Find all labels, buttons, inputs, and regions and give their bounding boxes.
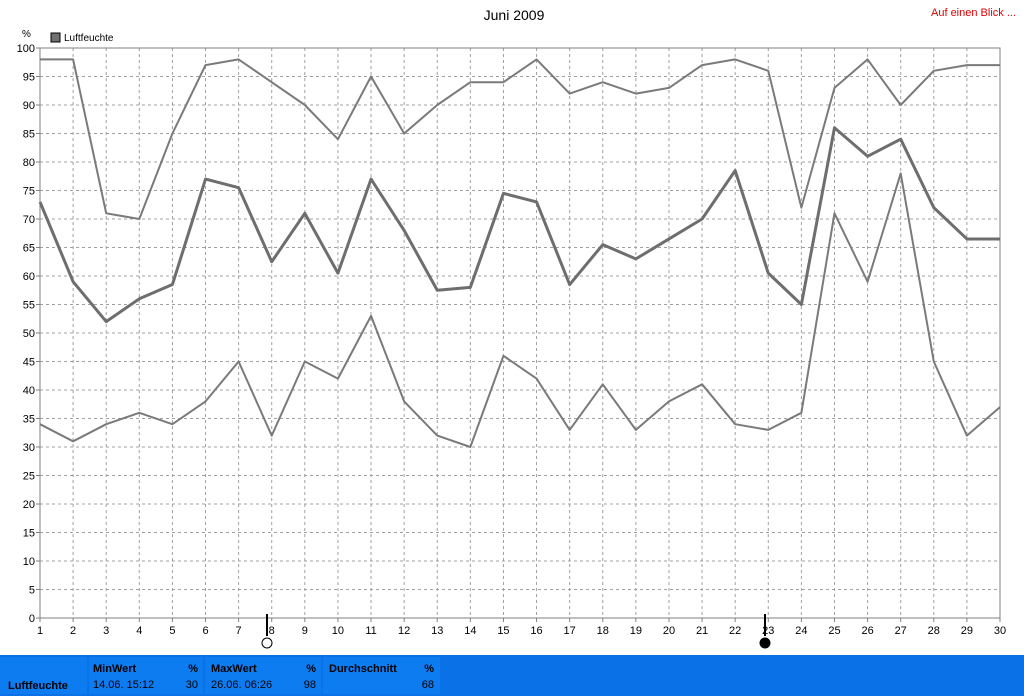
series-line (40, 58, 1000, 220)
chart: Juni 2009 Auf einen Blick ... % Luftfeuc… (17, 7, 1016, 649)
x-tick-label: 2 (70, 625, 76, 637)
min-marker (261, 637, 273, 649)
y-tick-label: 85 (23, 129, 35, 141)
stat-cell: MinWert % 14.06. 15:12 30 (89, 657, 203, 694)
series-line (38, 126, 1000, 324)
x-tick-label: 17 (564, 625, 576, 637)
stat-value: 68 (421, 679, 434, 691)
y-tick-label: 90 (23, 100, 35, 112)
legend-swatch (50, 32, 61, 43)
y-tick-label: 65 (23, 243, 35, 255)
x-tick-label: 30 (994, 625, 1006, 637)
x-tick-label: 8 (269, 625, 275, 637)
x-tick-label: 19 (630, 625, 642, 637)
series-line (39, 172, 1001, 448)
y-tick-label: 5 (29, 585, 35, 597)
y-unit: % (22, 29, 31, 40)
x-tick-label: 21 (696, 625, 708, 637)
x-tick-label: 24 (795, 625, 807, 637)
x-tick-label: 18 (597, 625, 609, 637)
stat-value: 98 (303, 679, 316, 691)
stat-unit: % (306, 663, 316, 675)
x-tick-label: 4 (136, 625, 142, 637)
x-tick-label: 16 (530, 625, 542, 637)
x-tick-label: 14 (464, 625, 476, 637)
y-tick-label: 75 (23, 186, 35, 198)
stat-cell: MaxWert % 26.06. 06:26 98 (205, 657, 321, 694)
x-tick-label: 6 (202, 625, 208, 637)
y-tick-label: 45 (23, 357, 35, 369)
y-tick-label: 15 (23, 528, 35, 540)
x-tick-label: 10 (332, 625, 344, 637)
stat-unit: % (424, 663, 434, 675)
y-tick-label: 55 (23, 300, 35, 312)
x-tick-label: 28 (928, 625, 940, 637)
stat-value: 30 (185, 679, 198, 691)
x-tick-label: 3 (103, 625, 109, 637)
summary-label: Luftfeuchte (8, 680, 68, 692)
x-tick-label: 23 (762, 625, 774, 637)
x-tick-label: 20 (663, 625, 675, 637)
stat-unit: % (188, 663, 198, 675)
link[interactable]: Auf einen Blick ... (931, 7, 1016, 19)
x-tick-label: 29 (961, 625, 973, 637)
chart-title: Juni 2009 (484, 7, 545, 23)
y-tick-label: 35 (23, 414, 35, 426)
stat-time: 14.06. 15:12 (93, 679, 155, 691)
y-tick-label: 20 (23, 499, 35, 511)
x-tick-label: 25 (828, 625, 840, 637)
x-tick-label: 13 (431, 625, 443, 637)
y-tick-label: 10 (23, 556, 35, 568)
y-tick-label: 95 (23, 72, 35, 84)
x-tick-label: 22 (729, 625, 741, 637)
y-tick-label: 0 (29, 613, 35, 625)
stat-title: Durchschnitt (329, 663, 397, 675)
x-tick-label: 27 (895, 625, 907, 637)
summary-bar: Luftfeuchte MinWert % 14.06. 15:12 30 Ma… (0, 655, 1024, 696)
y-tick-label: 100 (17, 43, 35, 55)
x-tick-label: 7 (236, 625, 242, 637)
y-tick-label: 80 (23, 157, 35, 169)
max-marker (759, 637, 771, 649)
x-tick-label: 12 (398, 625, 410, 637)
y-tick-label: 25 (23, 471, 35, 483)
y-tick-label: 30 (23, 442, 35, 454)
y-tick-label: 70 (23, 214, 35, 226)
x-tick-label: 5 (169, 625, 175, 637)
x-tick-label: 9 (302, 625, 308, 637)
stat-title: MinWert (93, 663, 137, 675)
x-tick-label: 26 (861, 625, 873, 637)
y-tick-label: 50 (23, 328, 35, 340)
x-tick-label: 15 (497, 625, 509, 637)
legend-label: Luftfeuchte (64, 33, 114, 44)
y-tick-label: 60 (23, 271, 35, 283)
stat-cell: Durchschnitt % 68 (323, 657, 440, 694)
stat-title: MaxWert (211, 663, 257, 675)
summary-label-cell: Luftfeuchte (0, 657, 87, 694)
y-tick-label: 40 (23, 385, 35, 397)
stat-time: 26.06. 06:26 (211, 679, 273, 691)
x-tick-label: 11 (365, 625, 376, 637)
x-tick-label: 1 (37, 625, 43, 637)
